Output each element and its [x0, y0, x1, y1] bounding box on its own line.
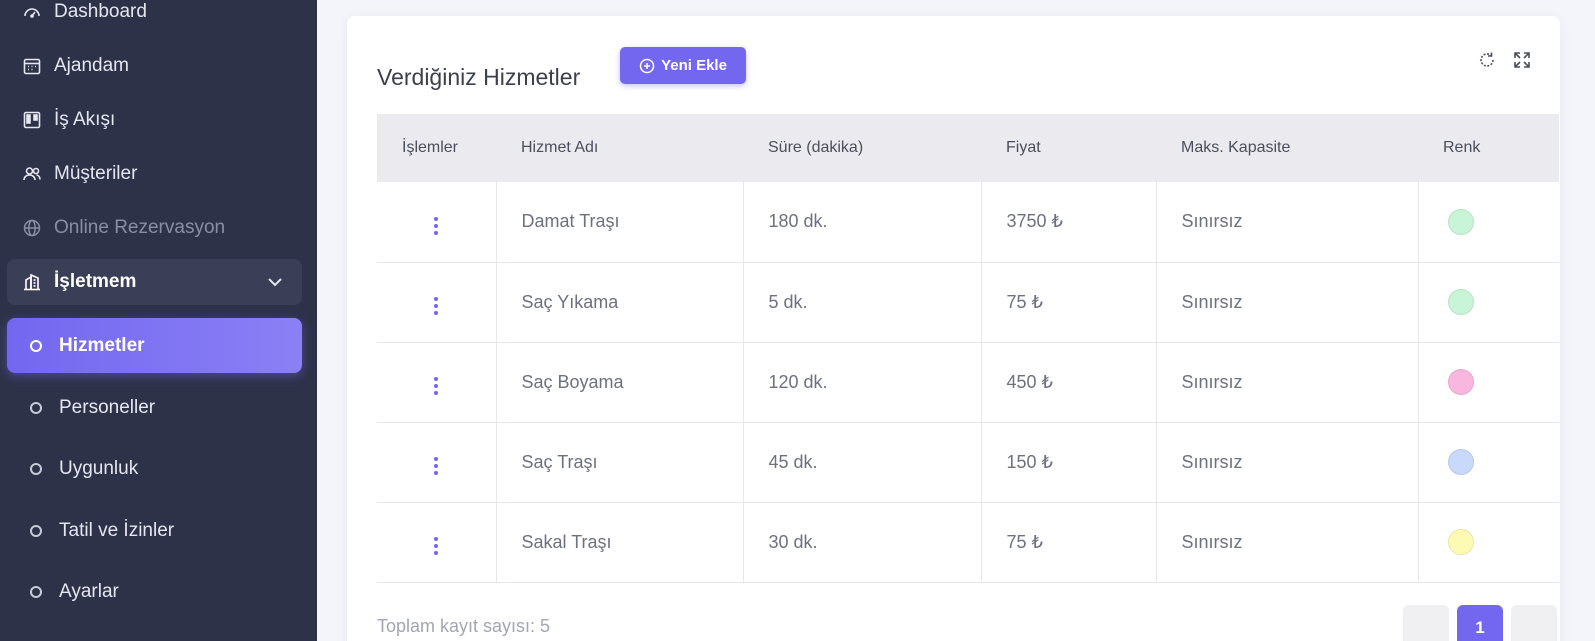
- color-cell: [1418, 422, 1559, 502]
- sidebar-item-label: Ajandam: [54, 55, 129, 76]
- column-header: İşlemler: [402, 139, 459, 156]
- service-price: 150 ₺: [981, 422, 1157, 502]
- sidebar-item-ajandam[interactable]: Ajandam: [7, 43, 302, 89]
- service-price: 450 ₺: [981, 342, 1157, 422]
- sidebar-subitem-label: Ayarlar: [59, 580, 119, 602]
- service-name: Saç Yıkama: [496, 262, 744, 342]
- refresh-icon[interactable]: [1477, 50, 1497, 70]
- service-capacity: Sınırsız: [1156, 342, 1419, 422]
- sidebar-subitem-uygunluk[interactable]: Uygunluk: [7, 441, 302, 496]
- service-name: Saç Boyama: [496, 342, 744, 422]
- service-duration: 180 dk.: [743, 182, 982, 262]
- sidebar-subitem-label: Tatil ve İzinler: [59, 519, 175, 541]
- table-row: Sakal Traşı 30 dk. 75 ₺ Sınırsız: [377, 502, 1559, 582]
- sidebar-item-label: İşletmem: [54, 271, 137, 292]
- pagination-prev[interactable]: [1403, 605, 1449, 641]
- color-cell: [1418, 262, 1559, 342]
- sidebar-item-label: Müşteriler: [54, 163, 138, 184]
- service-capacity: Sınırsız: [1156, 182, 1419, 262]
- column-header: Hizmet Adı: [521, 139, 599, 156]
- building-icon: [21, 271, 43, 293]
- users-icon: [21, 163, 43, 185]
- add-new-label: Yeni Ekle: [661, 57, 727, 74]
- service-duration: 120 dk.: [743, 342, 982, 422]
- service-capacity: Sınırsız: [1156, 422, 1419, 502]
- page-title: Verdiğiniz Hizmetler: [377, 64, 581, 90]
- color-swatch: [1447, 289, 1474, 315]
- actions-cell: [377, 182, 497, 262]
- chevron-down-icon: [268, 278, 282, 287]
- sidebar-item-label: İş Akışı: [54, 109, 116, 130]
- color-cell: [1418, 502, 1559, 582]
- actions-cell: [377, 422, 497, 502]
- actions-cell: [377, 262, 497, 342]
- circle-icon: [30, 401, 42, 414]
- add-new-button[interactable]: Yeni Ekle: [620, 47, 746, 84]
- more-vertical-icon[interactable]: [430, 453, 442, 479]
- service-duration: 30 dk.: [743, 502, 982, 582]
- table-header-row: İşlemler Hizmet Adı Süre (dakika) Fiyat …: [377, 114, 1559, 182]
- sidebar-item-label: Dashboard: [54, 1, 147, 22]
- service-capacity: Sınırsız: [1156, 262, 1419, 342]
- sidebar-item-label: Online Rezervasyon: [54, 217, 226, 238]
- actions-cell: [377, 342, 497, 422]
- service-name: Saç Traşı: [496, 422, 744, 502]
- service-name: Damat Traşı: [496, 182, 744, 262]
- more-vertical-icon[interactable]: [430, 533, 442, 559]
- sidebar-item-dashboard[interactable]: Dashboard: [7, 0, 302, 35]
- circle-icon: [30, 462, 42, 475]
- services-card: Verdiğiniz Hizmetler Yeni Ekle İşlemler …: [347, 16, 1560, 641]
- calendar-icon: [21, 55, 43, 77]
- sidebar-subitem-ayarlar[interactable]: Ayarlar: [7, 564, 302, 619]
- color-cell: [1418, 342, 1559, 422]
- circle-icon: [30, 339, 42, 352]
- expand-icon[interactable]: [1512, 50, 1532, 70]
- column-header: Renk: [1443, 139, 1481, 156]
- table-row: Saç Boyama 120 dk. 450 ₺ Sınırsız: [377, 342, 1559, 422]
- pagination-next[interactable]: [1511, 605, 1557, 641]
- column-header: Fiyat: [1006, 139, 1041, 156]
- color-swatch: [1447, 529, 1474, 555]
- color-cell: [1418, 182, 1559, 262]
- table-row: Saç Yıkama 5 dk. 75 ₺ Sınırsız: [377, 262, 1559, 342]
- sidebar-subitem-label: Uygunluk: [59, 457, 139, 479]
- sidebar-subitem-label: Personeller: [59, 396, 156, 418]
- service-duration: 45 dk.: [743, 422, 982, 502]
- sidebar: Dashboard Ajandam İş Akışı Müşteriler On…: [0, 0, 317, 641]
- sidebar-subitem-tatil-ve-izinler[interactable]: Tatil ve İzinler: [7, 503, 302, 558]
- total-records: Toplam kayıt sayısı: 5: [377, 616, 551, 636]
- service-duration: 5 dk.: [743, 262, 982, 342]
- table-row: Damat Traşı 180 dk. 3750 ₺ Sınırsız: [377, 182, 1559, 262]
- circle-icon: [30, 585, 42, 598]
- actions-cell: [377, 502, 497, 582]
- sidebar-subitem-personeller[interactable]: Personeller: [7, 380, 302, 435]
- column-header: Maks. Kapasite: [1181, 139, 1291, 156]
- sidebar-group-isletmem[interactable]: İşletmem: [7, 259, 302, 305]
- more-vertical-icon[interactable]: [430, 373, 442, 399]
- sidebar-item-is-akisi[interactable]: İş Akışı: [7, 97, 302, 143]
- pagination-page[interactable]: 1: [1457, 605, 1503, 641]
- plus-circle-icon: [639, 58, 655, 73]
- globe-icon: [21, 217, 43, 239]
- service-name: Sakal Traşı: [496, 502, 744, 582]
- color-swatch: [1447, 369, 1474, 395]
- table-row: Saç Traşı 45 dk. 150 ₺ Sınırsız: [377, 422, 1559, 502]
- service-capacity: Sınırsız: [1156, 502, 1419, 582]
- dashboard-icon: [21, 1, 43, 23]
- color-swatch: [1447, 449, 1474, 475]
- services-table: İşlemler Hizmet Adı Süre (dakika) Fiyat …: [377, 114, 1559, 583]
- circle-icon: [30, 524, 42, 537]
- sidebar-item-online-rezervasyon[interactable]: Online Rezervasyon: [7, 205, 302, 251]
- sidebar-subitem-label: Hizmetler: [59, 334, 145, 356]
- service-price: 75 ₺: [981, 502, 1157, 582]
- color-swatch: [1447, 208, 1474, 235]
- sidebar-item-musteriler[interactable]: Müşteriler: [7, 151, 302, 197]
- kanban-icon: [21, 109, 43, 131]
- more-vertical-icon[interactable]: [430, 213, 442, 239]
- more-vertical-icon[interactable]: [430, 293, 442, 319]
- service-price: 75 ₺: [981, 262, 1157, 342]
- column-header: Süre (dakika): [768, 139, 864, 156]
- service-price: 3750 ₺: [981, 182, 1157, 262]
- sidebar-subitem-hizmetler[interactable]: Hizmetler: [7, 318, 302, 373]
